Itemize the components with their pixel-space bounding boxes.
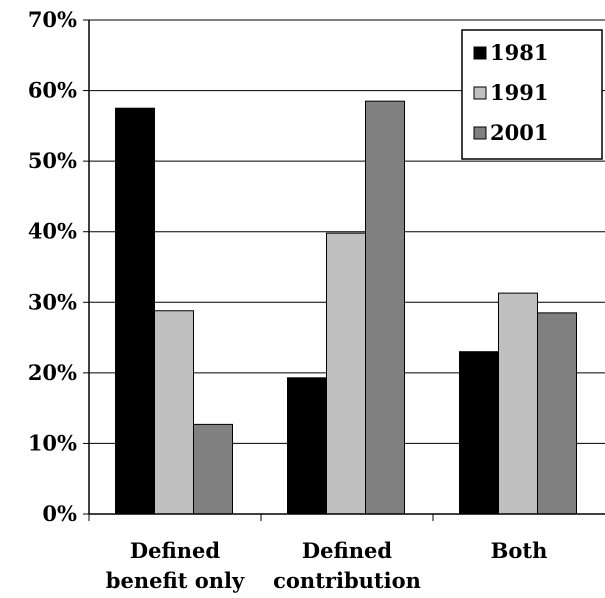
legend: 1981 1991 2001: [461, 29, 603, 160]
axes: [83, 19, 605, 521]
category-labels: Defined benefit only Defined contribution Bo…: [106, 538, 548, 593]
category-label-line: Defined: [302, 538, 392, 563]
legend-swatch-1981: [473, 46, 487, 60]
category-label: Defined contribution: [273, 538, 421, 593]
y-tick-label: 50%: [28, 148, 77, 173]
bar-2001-0: [193, 423, 233, 515]
bar-1981-1: [287, 377, 327, 515]
category-label: Defined benefit only: [106, 538, 245, 593]
bars: [115, 100, 577, 515]
y-tick-label: 60%: [28, 78, 77, 103]
bar-2001-1: [365, 100, 405, 515]
y-tick-label: 30%: [28, 289, 77, 314]
category-label-line: contribution: [273, 568, 421, 593]
bar-1991-0: [154, 310, 194, 515]
y-tick-label: 10%: [28, 430, 77, 455]
y-tick-label: 0%: [42, 501, 77, 526]
legend-swatch-1991: [473, 86, 487, 100]
category-label: Both: [491, 538, 548, 563]
category-label-line: Both: [491, 538, 548, 563]
legend-swatch-2001: [473, 126, 487, 140]
bar-1991-2: [498, 292, 538, 515]
bar-1981-0: [115, 107, 155, 515]
bar-2001-2: [537, 312, 577, 515]
y-tick-label: 40%: [28, 219, 77, 244]
category-label-line: Defined: [130, 538, 220, 563]
bar-1981-2: [459, 351, 499, 515]
y-tick-label: 70%: [28, 7, 77, 32]
legend-label-1981: 1981: [490, 40, 548, 65]
legend-label-1991: 1991: [490, 80, 548, 105]
legend-label-2001: 2001: [490, 120, 548, 145]
y-tick-labels: 0% 10% 20% 30% 40% 50% 60% 70%: [28, 7, 77, 526]
bar-1991-1: [326, 232, 366, 515]
y-tick-label: 20%: [28, 360, 77, 385]
category-label-line: benefit only: [106, 568, 245, 593]
